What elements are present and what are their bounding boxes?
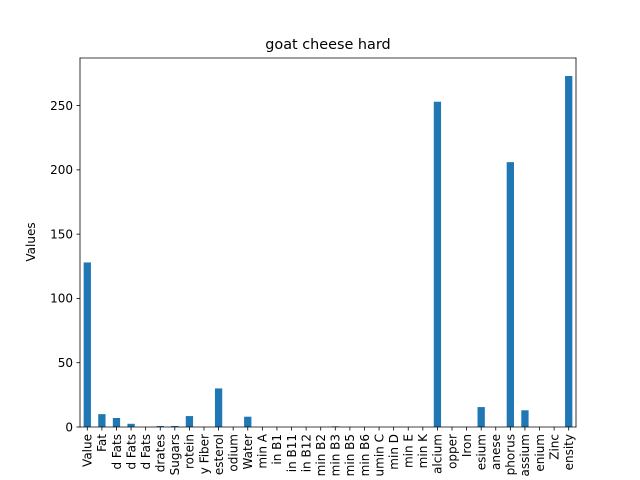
x-tick-label: in B1 [270, 434, 284, 465]
x-tick-label: Water [241, 434, 255, 470]
bar [477, 407, 485, 427]
x-tick-label: rotein [183, 434, 197, 469]
bar [506, 162, 514, 427]
x-tick-label: umin C [372, 434, 386, 476]
x-tick-label: drates [154, 434, 168, 472]
x-tick-label: Sugars [168, 434, 182, 475]
x-tick-label: min B3 [329, 434, 343, 476]
x-tick-label: phorus [504, 434, 518, 475]
x-tick-label: min E [402, 434, 416, 468]
x-ticks-group: Value Fat d Fats d Fats d Fats drates Sugars ro… [81, 427, 576, 477]
x-tick-label: assium [518, 434, 532, 477]
x-tick-label: in B12 [299, 434, 313, 472]
bar [112, 418, 121, 427]
x-tick-label: y Fiber [197, 434, 211, 474]
x-tick-label: Zinc [547, 434, 561, 460]
x-tick-label: min B6 [358, 434, 372, 476]
bar [83, 262, 91, 427]
y-tick-label: 200 [50, 163, 73, 177]
x-tick-label: min K [416, 433, 430, 468]
bar [171, 425, 179, 427]
bar [521, 410, 529, 427]
y-axis-label: Values [24, 222, 38, 261]
y-tick-label: 150 [50, 227, 73, 241]
x-tick-label: min B2 [314, 434, 328, 476]
x-tick-label: esium [474, 434, 488, 470]
bars-group [83, 76, 573, 427]
bar [433, 101, 442, 427]
bar [565, 76, 573, 427]
bar [244, 416, 252, 427]
x-tick-label: esterol [212, 434, 226, 475]
x-tick-label: alcium [431, 434, 445, 474]
x-tick-label: min B5 [343, 434, 357, 476]
chart-title: goat cheese hard [265, 37, 390, 53]
x-tick-label: d Fats [124, 434, 138, 470]
x-tick-label: d Fats [139, 434, 153, 470]
bar [214, 388, 223, 427]
axes-group [79, 57, 577, 428]
x-tick-label: Iron [460, 434, 474, 457]
bar [98, 414, 106, 427]
x-tick-label: odium [226, 434, 240, 472]
bar [127, 423, 135, 427]
x-tick-label: min A [256, 433, 270, 468]
x-tick-label: opper [445, 434, 459, 469]
x-tick-label: Value [81, 434, 95, 467]
x-tick-label: ensity [562, 434, 576, 470]
y-ticks-group: 0 50 100 150 200 250 [50, 99, 80, 434]
y-tick-label: 100 [50, 292, 73, 306]
y-tick-label: 0 [65, 420, 73, 434]
bar [185, 416, 194, 427]
y-tick-label: 50 [58, 356, 73, 370]
y-tick-label: 250 [50, 99, 73, 113]
x-tick-label: Fat [95, 434, 109, 452]
bar [156, 425, 164, 427]
x-tick-label: min D [387, 434, 401, 470]
x-tick-label: in B11 [285, 434, 299, 472]
x-tick-label: d Fats [110, 434, 124, 470]
x-tick-label: anese [489, 434, 503, 470]
x-tick-label: enium [533, 434, 547, 472]
